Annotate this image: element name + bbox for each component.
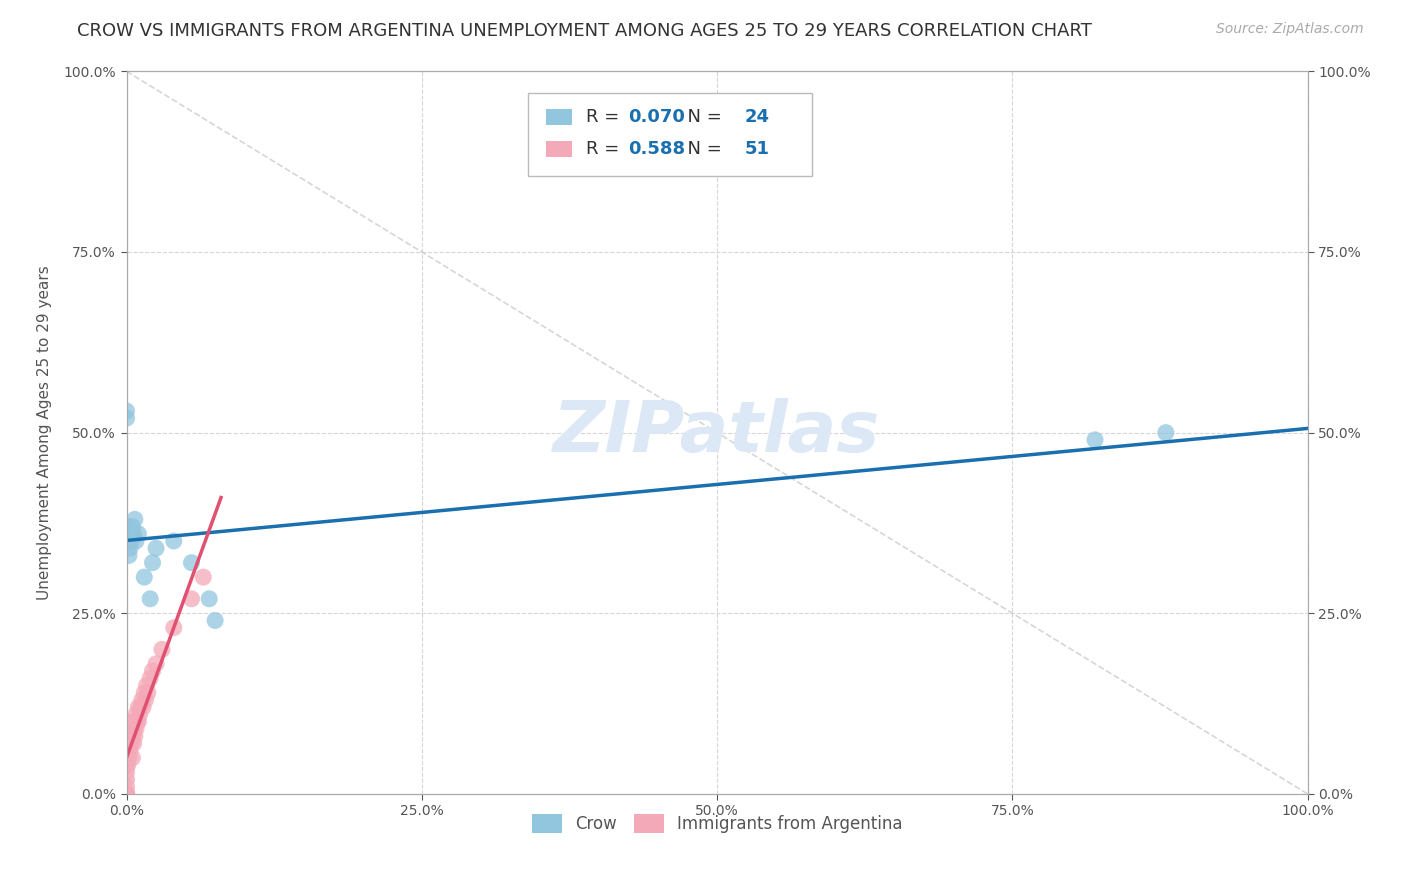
Point (127, 526, 149, 541)
Point (125, 707, 148, 722)
Point (122, 736, 145, 750)
Point (124, 714, 146, 729)
Point (120, 736, 142, 750)
Point (117, 743, 139, 757)
Text: 24: 24 (744, 108, 769, 126)
Point (121, 729, 143, 743)
Point (115, 787, 138, 801)
Point (118, 519, 141, 533)
Legend: Crow, Immigrants from Argentina: Crow, Immigrants from Argentina (524, 807, 910, 839)
Point (134, 693, 156, 707)
Point (139, 591, 162, 606)
Point (134, 686, 156, 700)
Bar (546, 142, 572, 157)
Point (135, 678, 157, 692)
Point (115, 751, 138, 765)
Point (120, 541, 142, 556)
Point (120, 743, 142, 757)
Point (145, 657, 167, 671)
Point (115, 411, 138, 425)
Point (120, 722, 142, 736)
Bar (546, 109, 572, 125)
Point (1154, 425, 1177, 440)
Point (117, 526, 139, 541)
Point (115, 787, 138, 801)
Text: R =: R = (586, 108, 624, 126)
Point (134, 570, 156, 584)
Point (120, 526, 142, 541)
Text: 0.588: 0.588 (628, 140, 686, 159)
Point (128, 707, 150, 722)
Point (129, 700, 152, 714)
FancyBboxPatch shape (529, 93, 811, 176)
Point (118, 736, 141, 750)
Text: 0.070: 0.070 (628, 108, 685, 126)
Point (120, 526, 142, 541)
Point (118, 751, 141, 765)
Point (115, 787, 138, 801)
Point (118, 722, 141, 736)
Point (145, 541, 167, 556)
Text: N =: N = (676, 140, 727, 159)
Point (121, 519, 143, 533)
Point (141, 556, 163, 570)
Point (198, 591, 221, 606)
Point (180, 556, 202, 570)
Text: ZIPatlas: ZIPatlas (554, 398, 880, 467)
Point (120, 533, 142, 548)
Point (115, 772, 138, 787)
Point (115, 787, 138, 801)
Point (120, 729, 142, 743)
Point (193, 570, 215, 584)
Point (115, 743, 138, 757)
Text: Source: ZipAtlas.com: Source: ZipAtlas.com (1216, 22, 1364, 37)
Text: CROW VS IMMIGRANTS FROM ARGENTINA UNEMPLOYMENT AMONG AGES 25 TO 29 YEARS CORRELA: CROW VS IMMIGRANTS FROM ARGENTINA UNEMPL… (77, 22, 1092, 40)
Point (131, 693, 153, 707)
Point (180, 591, 202, 606)
Point (136, 686, 159, 700)
Point (115, 787, 138, 801)
Point (1084, 433, 1107, 447)
Point (115, 404, 138, 418)
Point (115, 787, 138, 801)
Text: R =: R = (586, 140, 624, 159)
Point (115, 736, 138, 750)
Point (139, 671, 162, 685)
Point (115, 714, 138, 729)
Point (124, 729, 146, 743)
Point (141, 664, 163, 678)
Point (204, 614, 226, 628)
Point (115, 722, 138, 736)
Point (122, 722, 145, 736)
Point (115, 729, 138, 743)
Point (125, 533, 148, 548)
Point (163, 533, 186, 548)
Point (121, 751, 143, 765)
Point (122, 526, 145, 541)
Point (150, 642, 173, 657)
Y-axis label: Unemployment Among Ages 25 to 29 years: Unemployment Among Ages 25 to 29 years (38, 265, 52, 600)
Point (163, 621, 186, 635)
Point (118, 549, 141, 563)
Point (124, 512, 146, 526)
Point (125, 722, 148, 736)
Point (117, 758, 139, 772)
Point (115, 765, 138, 780)
Text: N =: N = (676, 108, 727, 126)
Point (127, 700, 149, 714)
Text: 51: 51 (744, 140, 769, 159)
Point (115, 758, 138, 772)
Point (132, 700, 155, 714)
Point (115, 780, 138, 794)
Point (127, 714, 149, 729)
Point (127, 714, 149, 729)
